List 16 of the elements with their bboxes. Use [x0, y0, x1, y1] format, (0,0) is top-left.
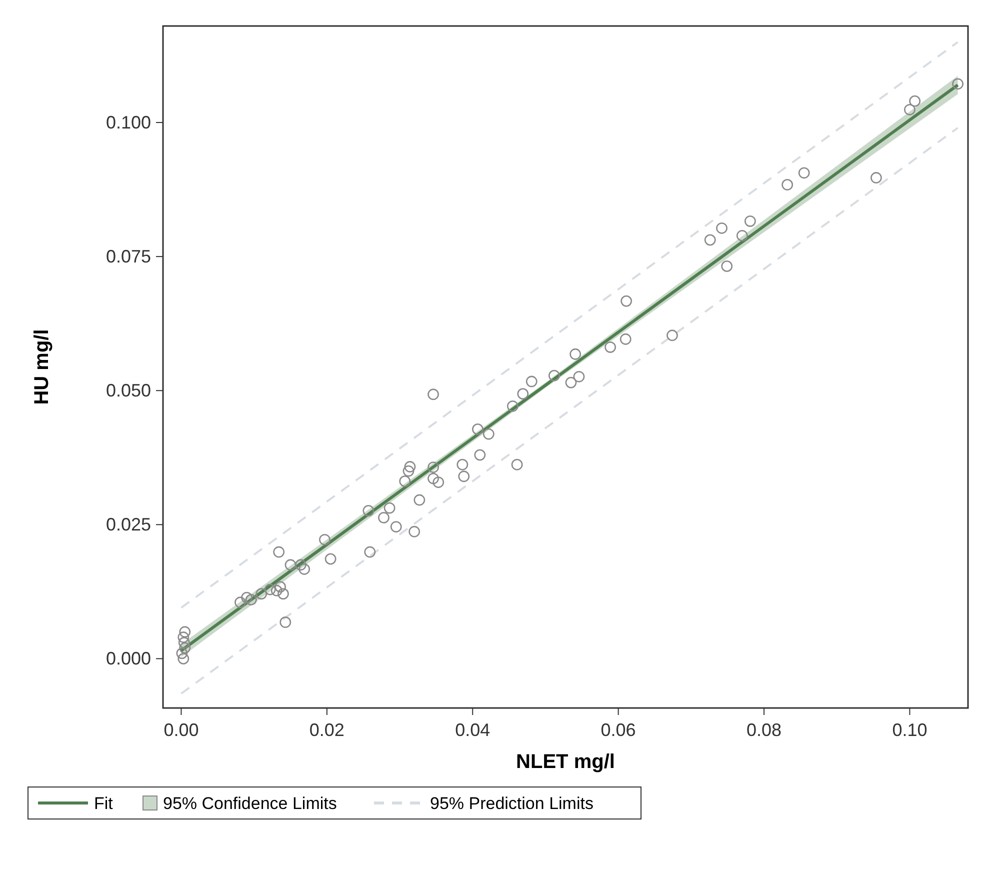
x-tick-label: 0.04	[455, 720, 490, 740]
x-axis-title: NLET mg/l	[516, 751, 615, 773]
y-tick-label: 0.100	[106, 112, 151, 133]
y-axis-title: HU mg/l	[31, 329, 53, 405]
y-tick-label: 0.075	[106, 246, 151, 267]
text: 95% Confidence Limits	[163, 794, 337, 813]
legend-label: 95% Prediction Limits	[430, 794, 594, 813]
x-tick-label: 0.02	[309, 720, 344, 740]
y-tick-label: 0.025	[106, 514, 151, 535]
x-tick-label: 0.06	[600, 720, 636, 740]
legend-label: Fit	[94, 794, 114, 813]
x-tick-label: 0.00	[164, 720, 199, 740]
y-tick-label: 0.050	[106, 380, 151, 401]
y-tick-label: 0.000	[106, 648, 151, 669]
x-tick-label: 0.08	[746, 720, 782, 740]
x-tick-label: 0.10	[892, 720, 928, 740]
